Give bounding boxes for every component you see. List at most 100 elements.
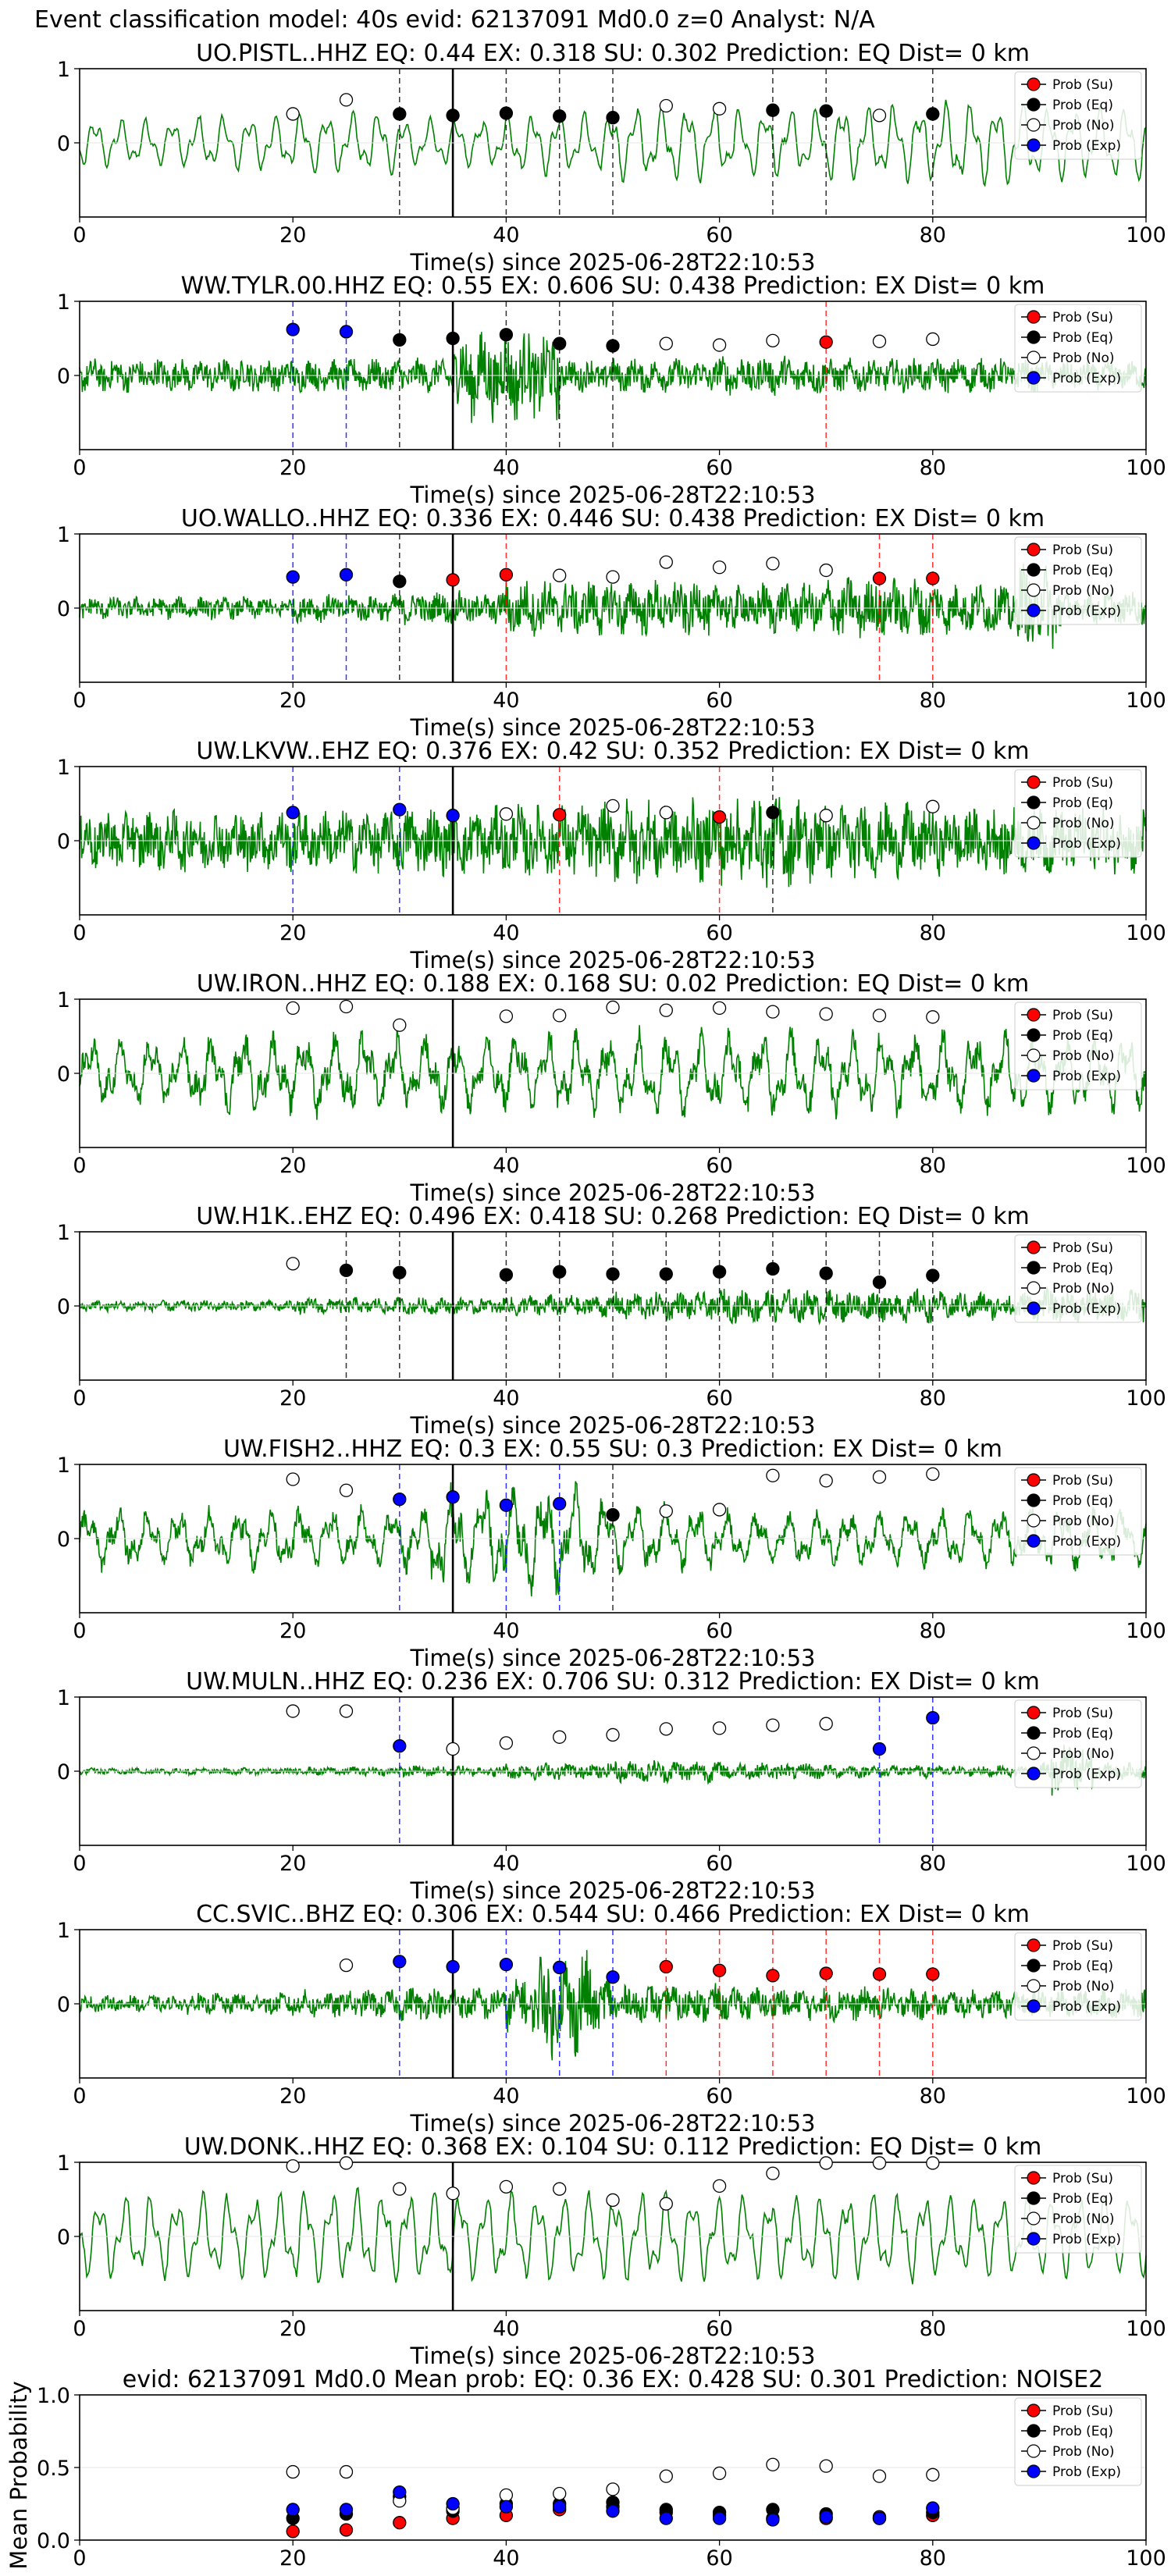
prob-point-exp (872, 1742, 887, 1756)
legend-label-exp: Prob (Exp) (1052, 1301, 1121, 1317)
prob-point-no (286, 1257, 300, 1271)
prob-point-no (766, 1468, 780, 1482)
y-tick-label: 1.0 (37, 2384, 70, 2408)
legend-label-no: Prob (No) (1052, 2211, 1115, 2227)
prob-point-no (766, 333, 780, 348)
x-tick-label: 80 (920, 2317, 946, 2341)
prob-point-no (606, 1000, 620, 1015)
prob-point-no (766, 1718, 780, 1732)
x-tick-label: 20 (279, 2546, 306, 2571)
legend-box (1014, 2165, 1142, 2254)
legend-marker-exp (1027, 1069, 1041, 1083)
legend-marker-exp (1027, 138, 1041, 152)
panel-title: UW.MULN..HHZ EQ: 0.236 EX: 0.706 SU: 0.3… (186, 1668, 1040, 1695)
mean-point-exp (872, 2511, 887, 2525)
y-tick-label: 0 (57, 830, 70, 854)
prob-point-no (339, 999, 354, 1014)
legend-marker-su (1027, 1473, 1041, 1487)
prob-point-eq (393, 333, 407, 347)
prob-point-eq (872, 1275, 887, 1290)
legend-marker-su (1027, 1706, 1041, 1720)
prob-point-eq (393, 575, 407, 589)
x-axis-label: Time(s) since 2025-06-28T22:10:53 (410, 1179, 816, 1206)
legend-marker-su (1027, 2403, 1041, 2418)
legend-marker-exp (1027, 1301, 1041, 1315)
legend-marker-no (1027, 1048, 1041, 1062)
legend-marker-eq (1027, 98, 1041, 112)
x-tick-label: 0 (73, 2084, 86, 2108)
prob-point-eq (926, 107, 940, 121)
legend-box (1014, 536, 1142, 625)
prob-point-exp (286, 806, 300, 820)
mean-point-su (339, 2523, 354, 2537)
y-tick-label: 1 (57, 988, 70, 1012)
prob-point-no (286, 107, 300, 121)
prob-point-no (446, 2186, 460, 2201)
x-tick-label: 0 (73, 1386, 86, 1411)
prob-point-no (499, 807, 514, 821)
x-tick-label: 100 (1126, 456, 1166, 480)
prob-point-no (606, 2193, 620, 2208)
legend-marker-eq (1027, 2424, 1041, 2438)
legend-label-no: Prob (No) (1052, 118, 1115, 133)
prob-point-no (339, 93, 354, 107)
legend-marker-su (1027, 1938, 1041, 1952)
x-tick-label: 20 (279, 1619, 306, 1643)
legend-marker-eq (1027, 795, 1041, 809)
legend-label-no: Prob (No) (1052, 816, 1115, 831)
prob-point-no (712, 101, 727, 116)
prob-point-su (926, 571, 940, 585)
y-tick-label: 0.5 (37, 2457, 70, 2481)
x-tick-label: 0 (73, 1154, 86, 1178)
x-tick-label: 100 (1126, 2546, 1166, 2571)
x-tick-label: 20 (279, 2317, 306, 2341)
prob-point-no (393, 1018, 407, 1032)
legend-label-no: Prob (No) (1052, 1514, 1115, 1529)
x-tick-label: 100 (1126, 1619, 1166, 1643)
panel-7: UW.FISH2..HHZ EQ: 0.3 EX: 0.55 SU: 0.3 P… (57, 1436, 1166, 1671)
mean-point-exp (712, 2511, 727, 2525)
prob-point-no (819, 1717, 833, 1731)
prob-point-no (339, 1483, 354, 1497)
y-tick-label: 0 (57, 132, 70, 156)
legend-label-su: Prob (Su) (1052, 775, 1113, 791)
y-tick-label: 0 (57, 1528, 70, 1552)
legend-label-eq: Prob (Eq) (1052, 98, 1113, 113)
prob-point-no (872, 334, 887, 348)
x-axis-label: Time(s) since 2025-06-28T22:10:53 (410, 482, 816, 508)
x-tick-label: 80 (920, 688, 946, 713)
legend-marker-no (1027, 583, 1041, 597)
panel-9: CC.SVIC..BHZ EQ: 0.306 EX: 0.544 SU: 0.4… (57, 1901, 1166, 2137)
legend-marker-eq (1027, 563, 1041, 577)
prob-point-eq (606, 111, 620, 125)
prob-point-no (766, 2166, 780, 2180)
legend-marker-su (1027, 310, 1041, 324)
waveform-trace (79, 797, 1147, 888)
prob-point-exp (393, 1955, 407, 1969)
x-tick-label: 60 (706, 2317, 732, 2341)
prob-point-no (553, 568, 567, 582)
legend-label-exp: Prob (Exp) (1052, 603, 1121, 619)
prob-point-no (339, 1704, 354, 1718)
waveform-trace (79, 1481, 1147, 1597)
legend-label-eq: Prob (Eq) (1052, 1028, 1113, 1044)
prob-point-eq (553, 336, 567, 350)
prob-point-su (819, 335, 833, 349)
prob-point-no (659, 2197, 673, 2211)
mean-point-no (606, 2482, 620, 2496)
prob-point-exp (339, 325, 354, 339)
legend-label-exp: Prob (Exp) (1052, 2464, 1121, 2480)
x-tick-label: 40 (493, 1619, 519, 1643)
legend-box (1014, 304, 1142, 393)
legend-label-su: Prob (Su) (1052, 77, 1113, 93)
x-tick-label: 0 (73, 1852, 86, 1876)
prob-point-su (499, 568, 514, 582)
mean-point-no (712, 2466, 727, 2481)
legend-label-exp: Prob (Exp) (1052, 2232, 1121, 2247)
legend-marker-eq (1027, 2191, 1041, 2205)
legend-marker-exp (1027, 836, 1041, 850)
prob-point-eq (393, 1265, 407, 1279)
x-tick-label: 80 (920, 2084, 946, 2108)
prob-point-no (659, 806, 673, 820)
